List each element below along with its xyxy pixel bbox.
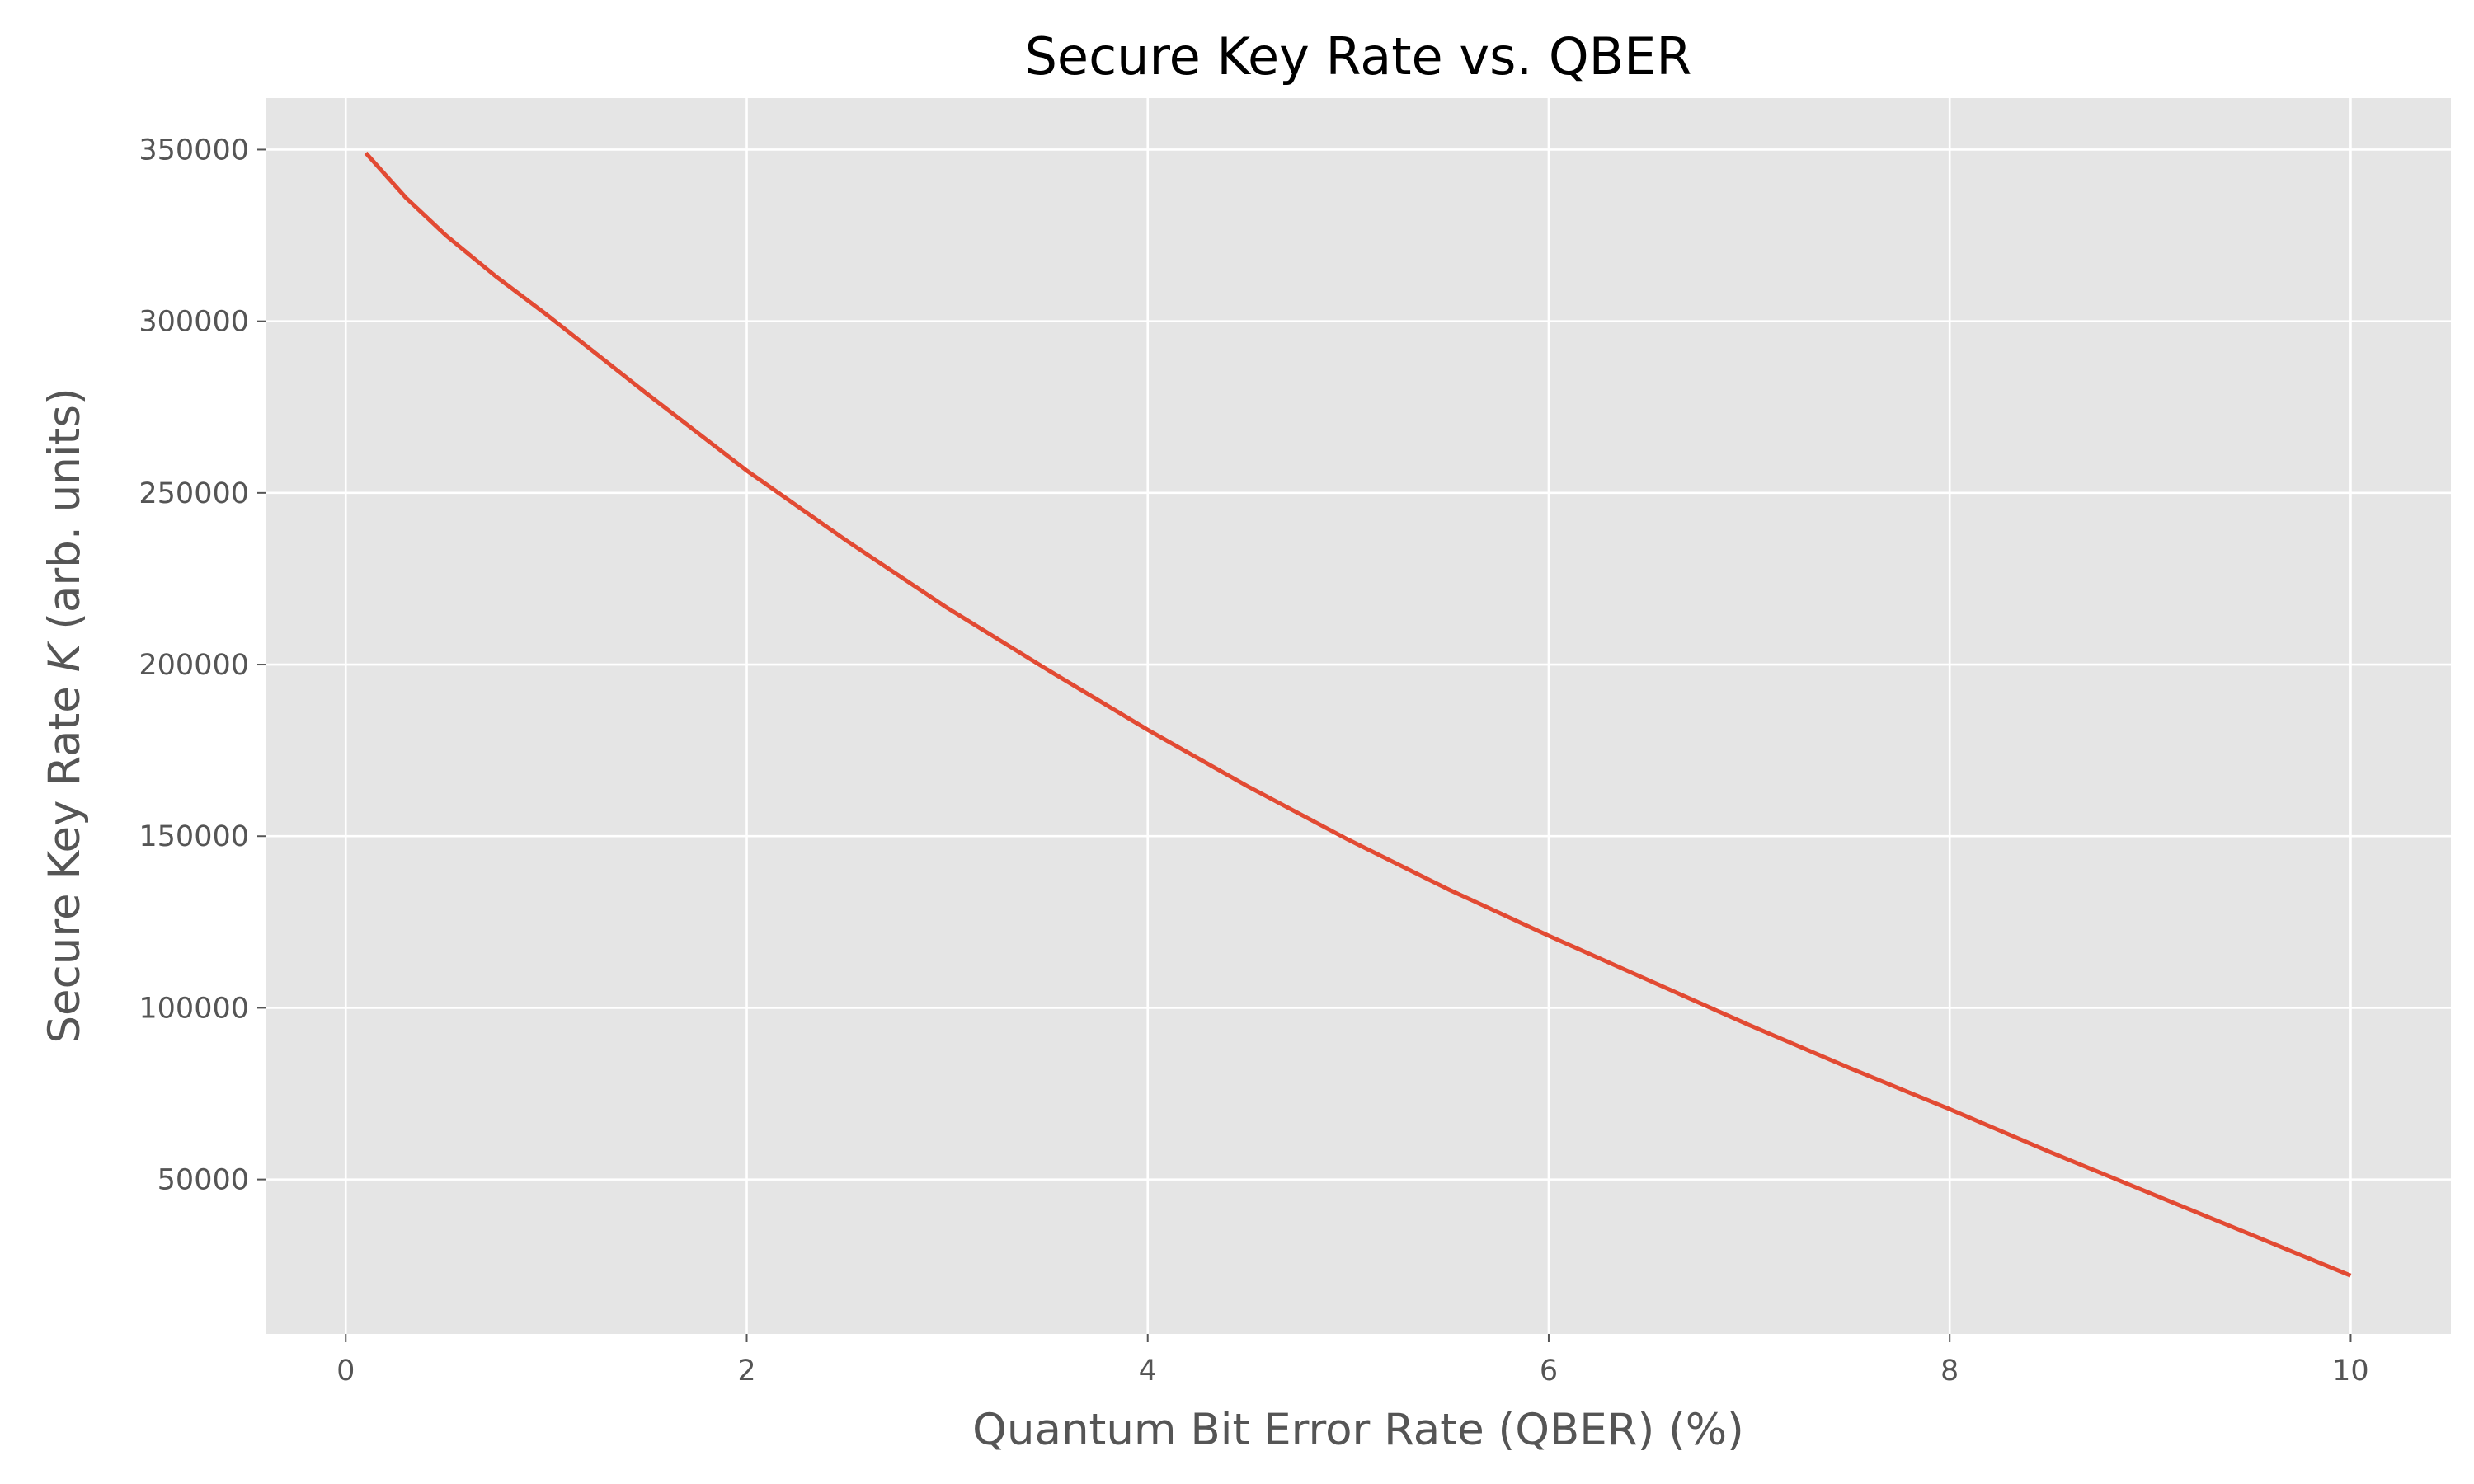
x-tick-label: 4	[1139, 1355, 1157, 1388]
x-tick-label: 0	[336, 1355, 355, 1388]
y-axis-label-symbol: K	[40, 640, 90, 672]
x-tick-label: 6	[1540, 1355, 1558, 1388]
y-axis-label-prefix: Secure Key Rate	[40, 672, 90, 1043]
chart-title: Secure Key Rate vs. QBER	[1025, 26, 1692, 87]
x-tick-label: 10	[2332, 1355, 2369, 1388]
y-tick-label: 350000	[139, 134, 249, 167]
series-line	[364, 151, 2352, 1278]
y-tick-label: 200000	[139, 649, 249, 682]
y-axis-label-suffix: (arb. units)	[40, 387, 90, 643]
y-tick-label: 300000	[139, 306, 249, 339]
gridlines	[266, 98, 2451, 1334]
y-tick-label: 150000	[139, 820, 249, 853]
y-tick-label: 100000	[139, 992, 249, 1025]
y-tick-label: 250000	[139, 477, 249, 510]
axis-ticks: 0 2 4 6 8 10 50000 100000 150000 200000 250000 3000…	[139, 134, 2368, 1388]
x-tick-label: 2	[737, 1355, 755, 1388]
plot-area	[266, 98, 2451, 1334]
y-tick-label: 50000	[158, 1164, 249, 1197]
series-group	[364, 151, 2352, 1278]
x-axis-label: Quantum Bit Error Rate (QBER) (%)	[972, 1405, 1744, 1455]
x-tick-label: 8	[1940, 1355, 1959, 1388]
y-axis-label: Secure Key Rate K (arb. units)	[40, 387, 90, 1043]
